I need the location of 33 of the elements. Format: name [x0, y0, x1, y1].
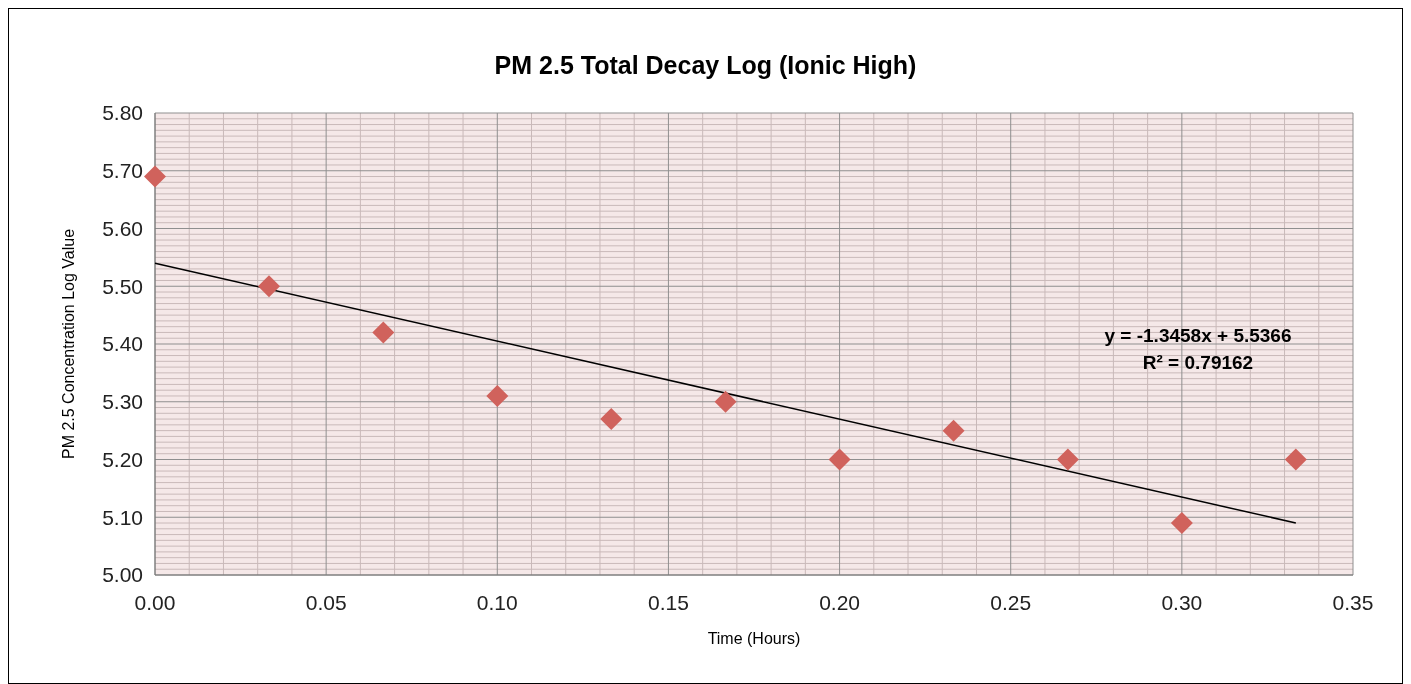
y-axis-title: PM 2.5 Concentration Log Value — [60, 228, 77, 460]
y-tick-label: 5.00 — [102, 563, 143, 587]
y-tick-label: 5.70 — [102, 159, 143, 183]
x-tick-label: 0.15 — [647, 591, 689, 614]
x-axis-title: Time (Hours) — [707, 630, 801, 647]
x-tick-label: 0.30 — [1161, 591, 1203, 614]
y-tick-label: 5.60 — [102, 216, 143, 240]
y-tick-label: 5.10 — [102, 505, 143, 529]
y-tick-label: 5.40 — [102, 332, 143, 356]
annotation: R² = 0.79162 — [1142, 352, 1254, 373]
x-tick-label: 0.05 — [305, 591, 347, 614]
x-tick-label: 0.35 — [1332, 591, 1374, 614]
point — [486, 384, 509, 407]
x-tick-label: 0.00 — [134, 591, 176, 614]
y-tick-label: 5.80 — [102, 101, 143, 125]
point — [1056, 448, 1079, 471]
y-tick-label: 5.30 — [102, 390, 143, 414]
x-tick-label: 0.25 — [990, 591, 1032, 614]
chart-title: PM 2.5 Total Decay Log (Ionic High) — [494, 51, 917, 79]
point — [828, 448, 851, 471]
point — [942, 419, 965, 442]
point — [144, 165, 166, 188]
y-tick-label: 5.20 — [102, 447, 143, 471]
annotation: y = -1.3458x + 5.5366 — [1104, 325, 1292, 346]
point — [257, 275, 280, 298]
point — [714, 390, 737, 413]
point — [372, 321, 395, 344]
y-tick-label: 5.50 — [102, 274, 143, 298]
x-tick-label: 0.10 — [476, 591, 518, 614]
point — [1170, 512, 1193, 535]
point — [1284, 448, 1307, 471]
point — [600, 408, 623, 431]
x-tick-label: 0.20 — [819, 591, 861, 614]
